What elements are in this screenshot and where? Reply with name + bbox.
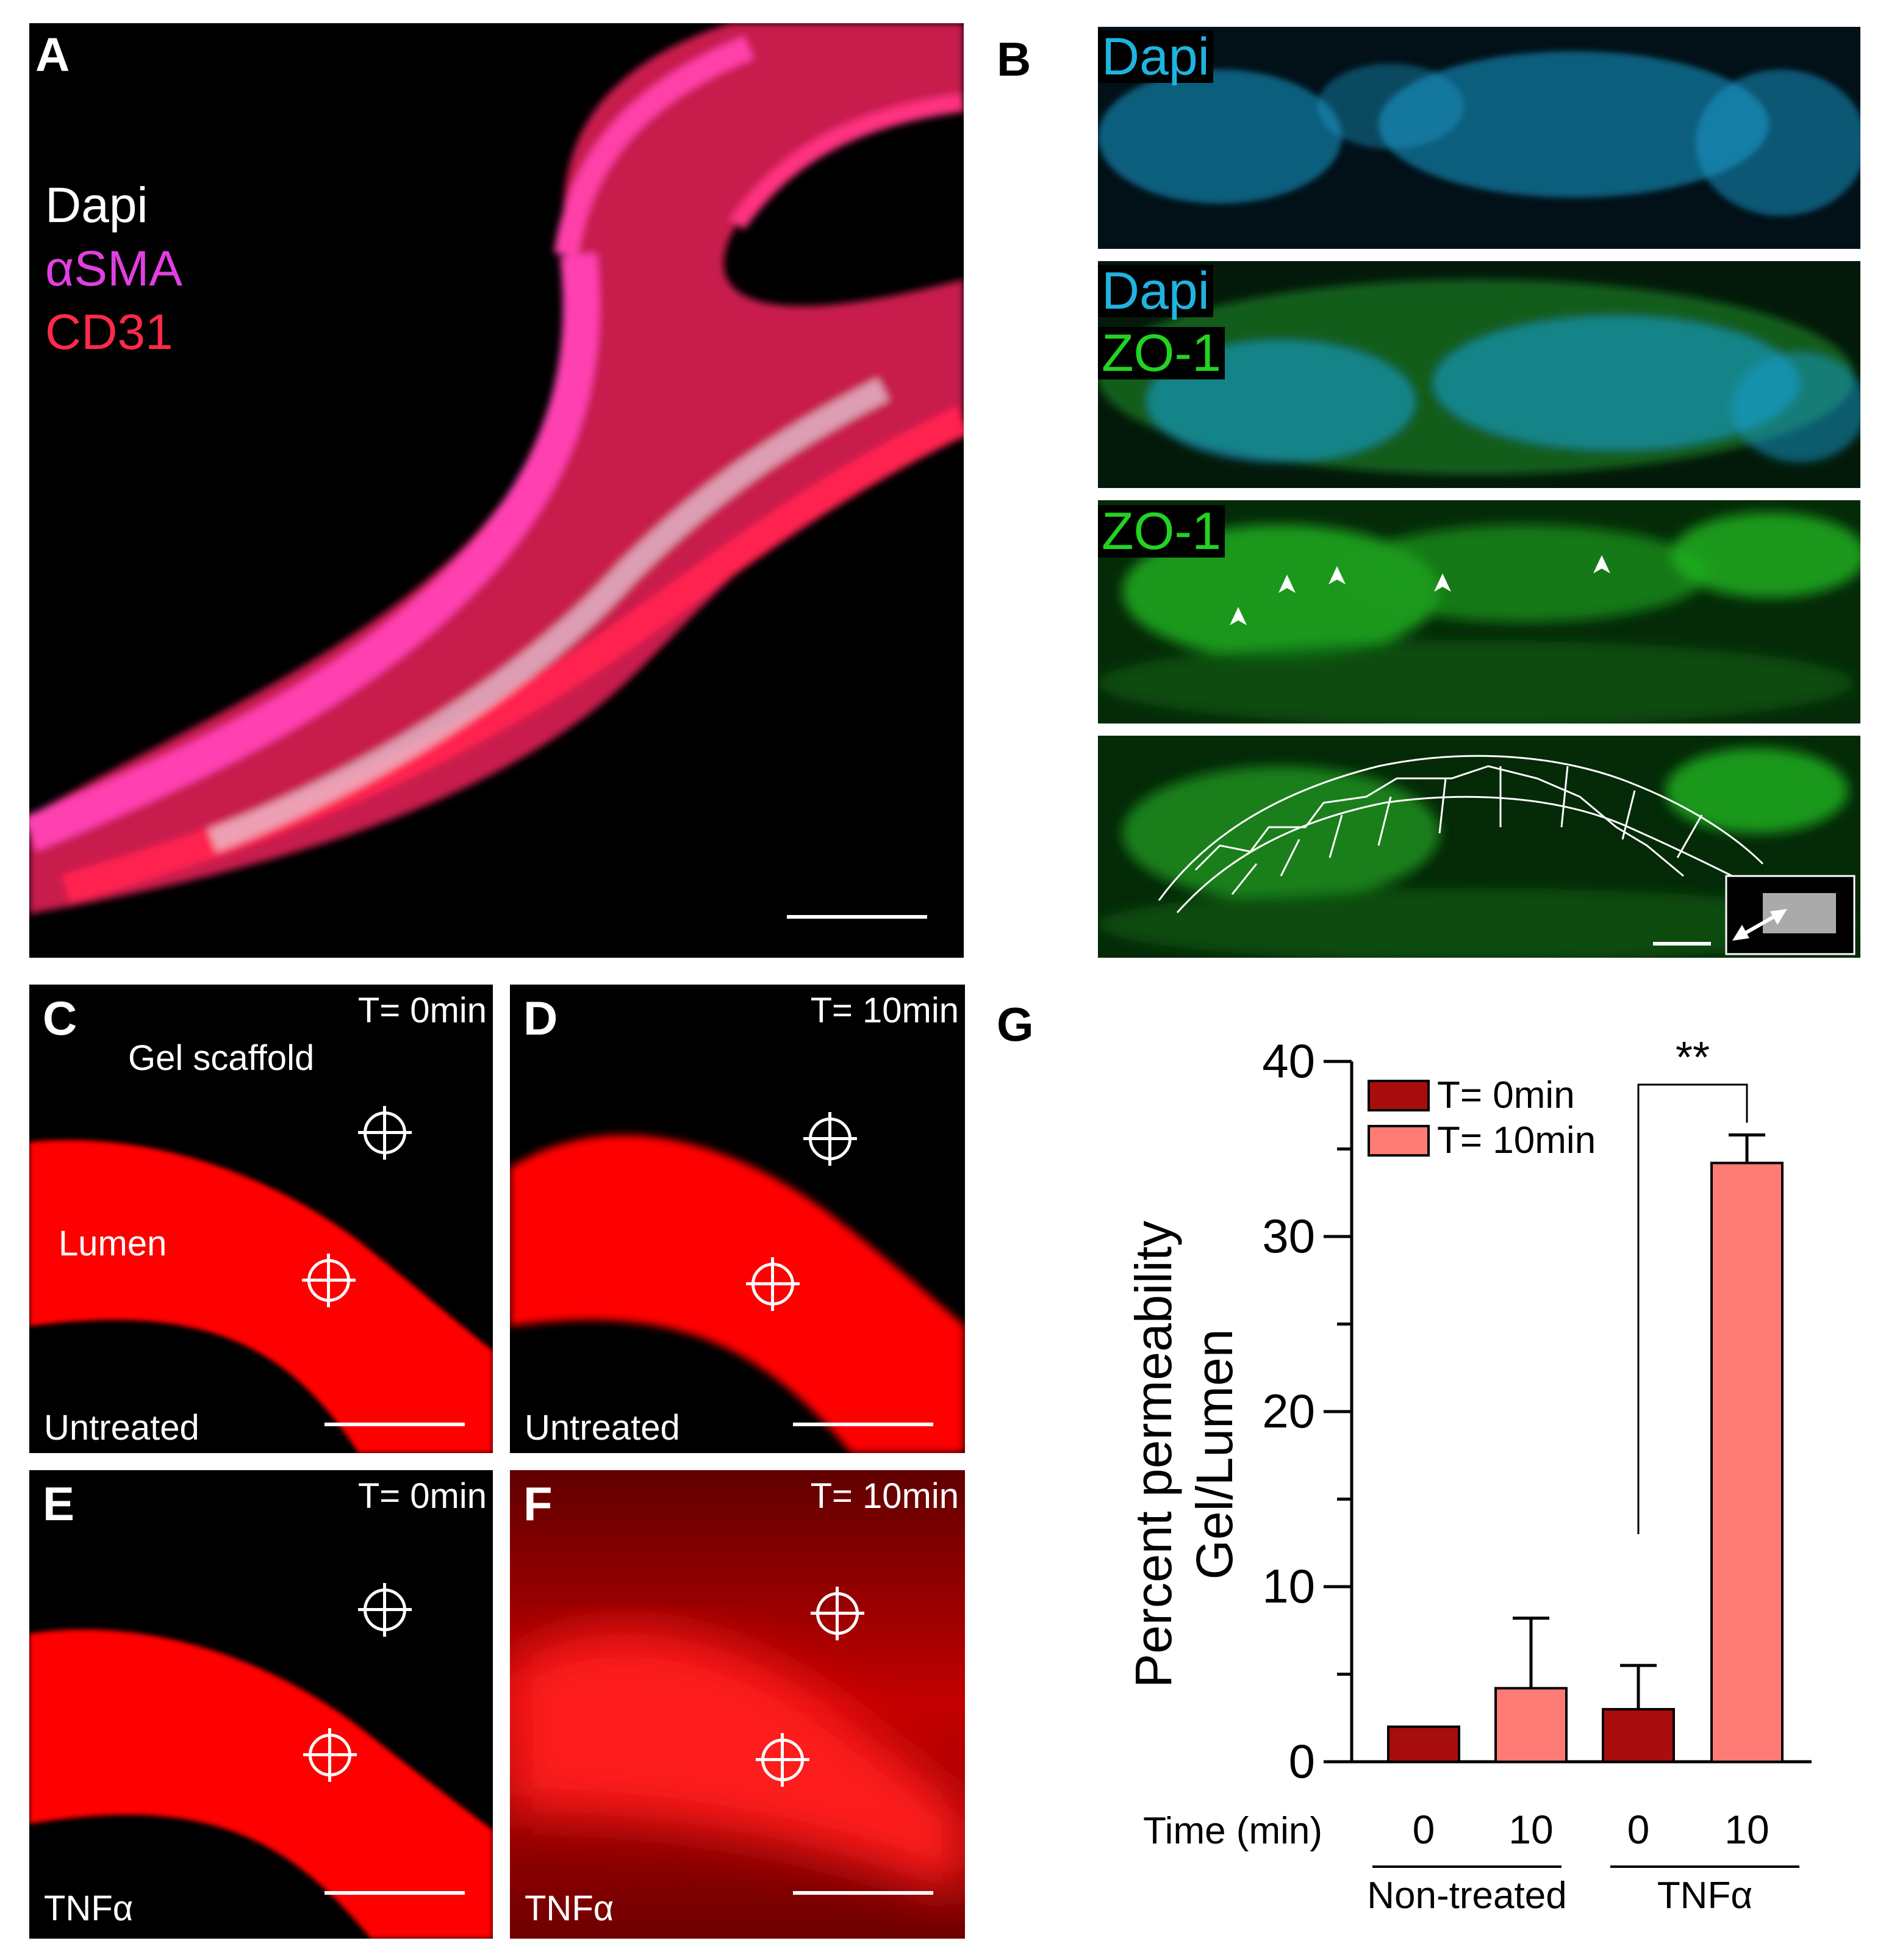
panel-b-strip-dapi-zo1: Dapi ZO-1 — [1098, 261, 1860, 488]
panel-c-condition: Untreated — [44, 1408, 199, 1448]
y-tick-label: 0 — [1289, 1734, 1315, 1788]
gel-scaffold-label: Gel scaffold — [128, 1038, 315, 1078]
panel-f-image: F T= 10min TNFα — [510, 1470, 965, 1939]
lumen-label: Lumen — [59, 1224, 167, 1263]
gel-roi-crosshair — [358, 1583, 412, 1637]
y-tick-label: 40 — [1262, 1034, 1315, 1088]
y-tick-label: 10 — [1262, 1559, 1315, 1613]
panel-f-scale-bar — [793, 1891, 933, 1895]
permeability-bar-chart: 0 10 20 30 40 Percent permeability Gel/Lumen 0 1… — [1125, 1033, 1812, 1917]
x-axis-title: Time (min) — [1143, 1810, 1322, 1852]
gel-roi-crosshair — [358, 1106, 412, 1160]
panel-f-time: T= 10min — [810, 1476, 959, 1516]
bar-tnf--10 — [1710, 1161, 1784, 1763]
panel-d-image: D T= 10min Untreated — [510, 985, 965, 1453]
y-axis-title-line2: Gel/Lumen — [1186, 1329, 1243, 1580]
chart-bars — [1368, 1080, 1784, 1764]
lumen-roi-crosshair — [302, 1254, 356, 1307]
arrowhead-markers — [1230, 555, 1610, 625]
bar-non-treated-10 — [1494, 1687, 1568, 1763]
gel-roi-crosshair — [811, 1587, 864, 1640]
scale-bar — [787, 915, 927, 919]
x-tick-label: 0 — [1627, 1807, 1650, 1852]
gel-roi-crosshair — [803, 1112, 857, 1166]
legend-asma: αSMA — [45, 241, 183, 296]
legend-label: T= 10min — [1437, 1119, 1596, 1161]
significance-marker: ** — [1676, 1033, 1710, 1082]
lumen-roi-crosshair — [756, 1733, 809, 1787]
panel-e-condition: TNFα — [44, 1889, 134, 1928]
panel-d-letter: D — [523, 991, 558, 1045]
cell-outline-image — [1098, 748, 1856, 958]
panel-a-letter: A — [35, 27, 70, 81]
panel-e-letter: E — [43, 1477, 75, 1531]
chart-labels: 0 10 20 30 40 Percent permeability Gel/Lumen 0 1… — [1125, 1033, 1769, 1917]
x-tick-label: 10 — [1724, 1807, 1769, 1852]
lumen-image-f — [510, 1470, 965, 1939]
panel-b-strip-zo1: ZO-1 — [1098, 500, 1860, 723]
panel-g-letter: G — [997, 997, 1034, 1051]
cell-outlines — [1158, 755, 1764, 913]
panel-f-letter: F — [523, 1477, 553, 1531]
panel-b-strip-dapi: Dapi — [1098, 27, 1860, 249]
x-tick-label: 0 — [1413, 1807, 1435, 1852]
strip4-scale-bar — [1653, 942, 1711, 946]
panel-d-scale-bar — [793, 1423, 933, 1426]
panel-b-strip-outlines — [1098, 736, 1860, 958]
legend-swatch — [1368, 1125, 1430, 1157]
panel-c-image: C T= 0min Gel scaffold Lumen Untreated — [29, 985, 493, 1453]
panel-d-time: T= 10min — [810, 991, 959, 1030]
dapi-zo1-merge-image — [1098, 279, 1860, 475]
group-label: TNFα — [1657, 1875, 1752, 1917]
zo1-image — [1098, 512, 1860, 723]
y-axis-title-line1: Percent permeability — [1125, 1221, 1182, 1688]
y-tick-label: 30 — [1262, 1209, 1315, 1263]
y-tick-label: 20 — [1262, 1384, 1315, 1438]
panel-e-time: T= 0min — [357, 1476, 487, 1516]
legend-label: T= 0min — [1437, 1074, 1575, 1116]
legend-cd31: CD31 — [45, 304, 173, 360]
legend-swatch — [1368, 1080, 1430, 1111]
panel-a-micrograph: A Dapi αSMA CD31 — [29, 23, 964, 958]
panel-e-scale-bar — [324, 1891, 465, 1895]
significance-bracket — [1637, 1083, 1748, 1534]
group-label: Non-treated — [1367, 1875, 1566, 1917]
dapi-nuclei-image — [1098, 51, 1860, 216]
lumen-roi-crosshair — [303, 1728, 357, 1782]
x-tick-label: 10 — [1508, 1807, 1553, 1852]
panel-f-condition: TNFα — [525, 1889, 614, 1928]
strip2-label-zo1: ZO-1 — [1098, 327, 1225, 379]
bar-tnf--0 — [1602, 1707, 1675, 1764]
bar-non-treated-0 — [1387, 1725, 1460, 1763]
panel-c-time: T= 0min — [357, 991, 487, 1030]
panel-c-letter: C — [43, 991, 77, 1045]
panel-c-scale-bar — [324, 1423, 465, 1426]
panel-b-letter: B — [997, 32, 1031, 86]
legend-dapi: Dapi — [45, 178, 148, 233]
lumen-roi-crosshair — [746, 1257, 800, 1311]
strip1-label-dapi: Dapi — [1098, 31, 1213, 83]
strip3-label-zo1: ZO-1 — [1098, 505, 1225, 558]
lumen-image-e — [29, 1629, 493, 1939]
strip2-label-dapi: Dapi — [1098, 265, 1213, 317]
lumen-image-c — [29, 1140, 493, 1453]
panel-e-image: E T= 0min TNFα — [29, 1470, 493, 1939]
panel-d-condition: Untreated — [525, 1408, 680, 1448]
lumen-image-d — [510, 1135, 965, 1453]
vessel-image — [29, 23, 964, 914]
